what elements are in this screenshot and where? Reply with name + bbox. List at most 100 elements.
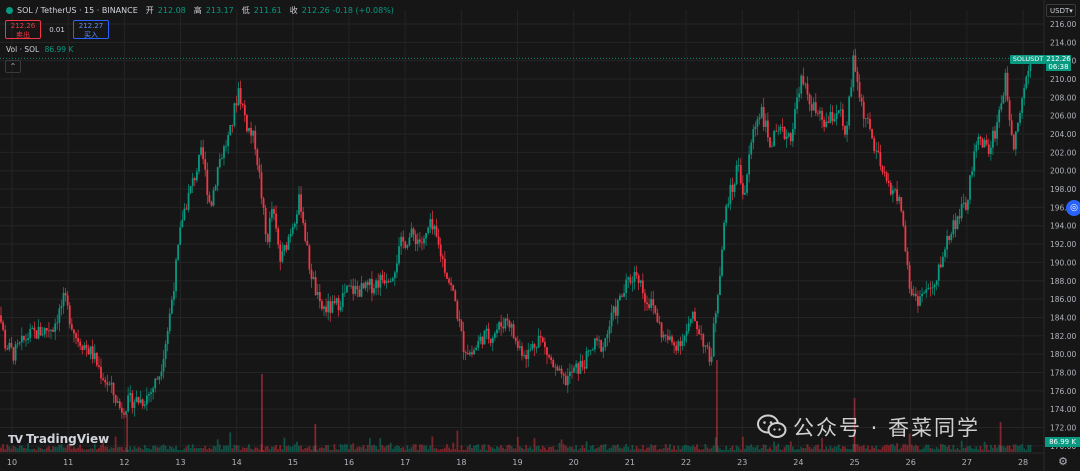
volume-bar [220,449,223,452]
volume-bar [525,445,528,452]
volume-legend[interactable]: Vol · SOL 86.99 K [6,45,73,54]
tradingview-logo[interactable]: TV TradingView [8,432,109,446]
sell-button[interactable]: 212.26 卖出 [5,20,41,39]
candle-body [698,329,701,335]
candle-body [610,312,613,327]
last-price-box: 212.26 06:38 [1046,55,1071,71]
currency-select[interactable]: USDT ▾ [1046,4,1076,17]
candle-body [177,244,180,260]
volume-bar [929,447,932,452]
volume-bar [600,444,603,452]
volume-bar [498,447,500,452]
volume-bar [321,447,323,452]
candle-body [1008,100,1011,121]
candle-body [193,178,196,181]
candle-body [281,251,284,262]
volume-bar [93,444,96,452]
candle-body [110,382,113,385]
volume-bar [208,447,211,452]
candle-body [468,352,471,355]
candle-body [581,360,584,368]
candle-body [383,280,386,284]
volume-bar [29,449,32,452]
volume-bar [356,447,359,452]
candle-body [289,233,292,237]
volume-bar [327,445,330,452]
symbol-title[interactable]: SOL / TetherUS · 15 · BINANCE [17,6,138,15]
candle-body [337,298,340,311]
volume-bar [58,444,61,452]
candle-body [841,109,844,126]
volume-bar [677,445,680,452]
candle-body [195,171,198,181]
volume-bar [371,445,373,452]
volume-bar [541,445,544,452]
volume-bar [262,449,265,452]
candle-body [91,346,94,360]
candle-body [998,109,1001,123]
chevron-up-icon: ⌃ [9,62,17,71]
volume-bar [143,445,146,452]
candle-body [327,301,330,313]
candle-body [412,228,415,235]
volume-bar [562,444,565,452]
candle-body [762,106,765,127]
candle-body [677,341,680,351]
candle-body [612,306,615,313]
candle-body [675,345,678,351]
volume-bar [912,446,915,452]
symbol-legend: SOL / TetherUS · 15 · BINANCE 开 212.08 高… [6,5,394,16]
y-tick-label: 190.00 [1050,258,1076,267]
candle-body [156,378,159,380]
volume-bar [748,446,751,452]
volume-bar [635,446,638,452]
candle-body [446,272,448,279]
volume-bar [964,447,967,452]
volume-bar [258,449,261,452]
candle-body [323,306,325,309]
volume-bar [129,446,132,452]
x-tick-label: 27 [962,458,972,467]
volume-bar [396,445,398,452]
candle-body [456,301,459,319]
candle-body [306,240,309,246]
volume-bar [466,446,469,452]
candle-body [723,222,726,250]
volume-bar [52,446,54,452]
candle-body [783,127,786,140]
candle-body [739,165,742,184]
candle-body [992,130,994,148]
candle-body [170,299,173,314]
volume-bar [35,449,38,452]
candle-body [354,285,357,294]
volume-bar [973,448,976,452]
candle-body [521,346,523,356]
volume-bar [998,444,1001,452]
volume-bar [1012,444,1015,452]
open-value: 212.08 [157,6,186,15]
volume-bar [95,449,98,452]
volume-bar [410,447,413,452]
y-tick-label: 194.00 [1050,222,1076,231]
volume-bar [535,446,538,452]
candle-body [537,335,540,348]
alert-plus-icon[interactable]: ◎ [1066,200,1080,216]
gear-icon[interactable]: ⚙ [1058,455,1068,468]
volume-bar [302,449,305,452]
candle-body [116,401,119,403]
volume-bar [979,445,982,452]
buy-button[interactable]: 212.27 买入 [73,20,109,39]
candle-body [621,295,623,297]
candle-body [150,392,152,395]
volume-bar [1002,445,1005,452]
candle-body [814,102,817,113]
candle-body [579,360,582,374]
candle-body [235,103,238,106]
candle-body [304,223,307,241]
candle-body [300,194,302,212]
volume-bar [127,449,130,452]
collapse-legend-button[interactable]: ⌃ [5,60,21,73]
volume-bar [512,448,515,452]
